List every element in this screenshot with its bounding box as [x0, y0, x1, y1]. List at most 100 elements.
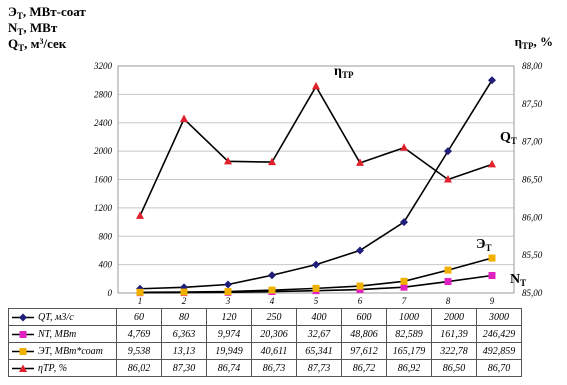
table-cell: 86,02 — [116, 359, 162, 377]
table-cell: 9,538 — [116, 342, 162, 360]
table-cell: 86,50 — [431, 359, 477, 377]
series-name: ηТР, % — [38, 362, 68, 374]
y-tick-label: 2800 — [94, 89, 113, 99]
data-point — [136, 288, 144, 296]
y2-tick-label: 87,50 — [522, 99, 543, 109]
data-point — [356, 282, 364, 290]
y2-tick-label: 86,50 — [522, 175, 543, 185]
table-cell: 120 — [206, 308, 252, 326]
y-axis-title-flow: QТ, м3/сек — [8, 36, 67, 53]
series-line-0 — [139, 79, 493, 290]
data-point — [180, 288, 188, 296]
table-cell: 9,974 — [206, 325, 252, 343]
table-cell: 400 — [296, 308, 342, 326]
legend-key — [12, 330, 34, 338]
table-cell: 20,306 — [251, 325, 297, 343]
e-series-tag: ЭТ — [476, 237, 492, 253]
series-name-cell: QT, м3/с — [8, 308, 117, 326]
y-tick-label: 800 — [99, 231, 113, 241]
series-name-cell: ЭТ, МВт*соат — [8, 342, 117, 360]
data-point — [444, 266, 452, 274]
series-name: QT, м3/с — [38, 311, 74, 323]
table-cell: 32,67 — [296, 325, 342, 343]
y2-tick-label: 88,00 — [522, 61, 543, 71]
data-point — [488, 76, 496, 85]
series-name: ЭТ, МВт*соат — [38, 345, 103, 357]
table-cell: 86,72 — [341, 359, 387, 377]
x-tick-label: 3 — [225, 296, 231, 306]
table-cell: 161,39 — [431, 325, 477, 343]
y-tick-label: 400 — [99, 260, 113, 270]
q-series-tag: QТ — [500, 130, 517, 146]
table-cell: 40,611 — [251, 342, 297, 360]
data-point — [356, 158, 364, 166]
y-tick-label: 2400 — [94, 118, 113, 128]
table-cell: 6,363 — [161, 325, 207, 343]
table-cell: 250 — [251, 308, 297, 326]
table-cell: 86,70 — [476, 359, 522, 377]
table-cell: 65,341 — [296, 342, 342, 360]
legend-key — [12, 347, 34, 355]
table-cell: 87,30 — [161, 359, 207, 377]
data-point — [224, 156, 232, 165]
data-point — [444, 175, 452, 183]
n-series-tag: NТ — [510, 272, 527, 288]
data-table: QT, м3/с 60 80 120 250 400 600 1000 2000 3000 NT, … — [8, 308, 522, 377]
data-point — [312, 284, 320, 292]
data-point — [312, 81, 320, 90]
x-tick-label: 7 — [402, 296, 407, 306]
data-point — [136, 211, 144, 219]
data-point — [268, 286, 276, 294]
table-cell: 19,949 — [206, 342, 252, 360]
legend-key — [12, 364, 34, 372]
table-cell: 60 — [116, 308, 162, 326]
data-point — [180, 114, 188, 122]
y2-tick-label: 87,00 — [522, 137, 543, 147]
data-point — [312, 260, 320, 269]
y2-axis-title: ηТР, % — [514, 34, 553, 51]
y-tick-label: 3200 — [93, 61, 113, 71]
data-point — [488, 272, 496, 280]
x-tick-label: 9 — [490, 296, 495, 306]
data-point — [400, 218, 408, 227]
data-point — [400, 143, 408, 151]
y-tick-label: 0 — [108, 288, 113, 298]
table-cell: 600 — [341, 308, 387, 326]
table-row: ηТР, % 86,02 87,30 86,74 86,73 87,73 86,72 86,9… — [8, 359, 522, 377]
y2-tick-label: 85,00 — [522, 288, 543, 298]
y-tick-label: 1200 — [94, 203, 113, 213]
data-point — [224, 288, 232, 296]
table-cell: 1000 — [386, 308, 432, 326]
x-tick-label: 2 — [182, 296, 187, 306]
y-axis-title-power: NТ, МВт — [8, 20, 58, 37]
table-cell: 3000 — [476, 308, 522, 326]
y-tick-label: 2000 — [94, 146, 113, 156]
series-name: NT, МВт — [38, 328, 77, 340]
table-cell: 2000 — [431, 308, 477, 326]
data-point — [444, 147, 452, 156]
table-cell: 322,78 — [431, 342, 477, 360]
table-cell: 97,612 — [341, 342, 387, 360]
y2-tick-label: 85,50 — [522, 250, 543, 260]
data-point — [224, 280, 232, 289]
table-cell: 165,179 — [386, 342, 432, 360]
data-point — [356, 246, 364, 255]
series-name-cell: ηТР, % — [8, 359, 117, 377]
data-point — [400, 277, 408, 285]
y-axis-title-energy: ЭТ, МВт-соат — [8, 4, 86, 21]
table-cell: 87,73 — [296, 359, 342, 377]
x-tick-label: 6 — [358, 296, 363, 306]
eta-series-tag: ηТР — [334, 64, 354, 80]
table-cell: 246,429 — [476, 325, 522, 343]
data-point — [400, 283, 408, 291]
table-cell: 86,73 — [251, 359, 297, 377]
legend-key — [12, 313, 34, 322]
table-row: QT, м3/с 60 80 120 250 400 600 1000 2000 3000 — [8, 308, 522, 326]
data-point — [488, 159, 496, 168]
data-point — [444, 278, 452, 286]
table-cell: 80 — [161, 308, 207, 326]
y2-tick-label: 86,00 — [522, 212, 543, 222]
data-point — [488, 254, 496, 262]
y-tick-label: 1600 — [94, 175, 113, 185]
x-tick-label: 8 — [446, 296, 451, 306]
